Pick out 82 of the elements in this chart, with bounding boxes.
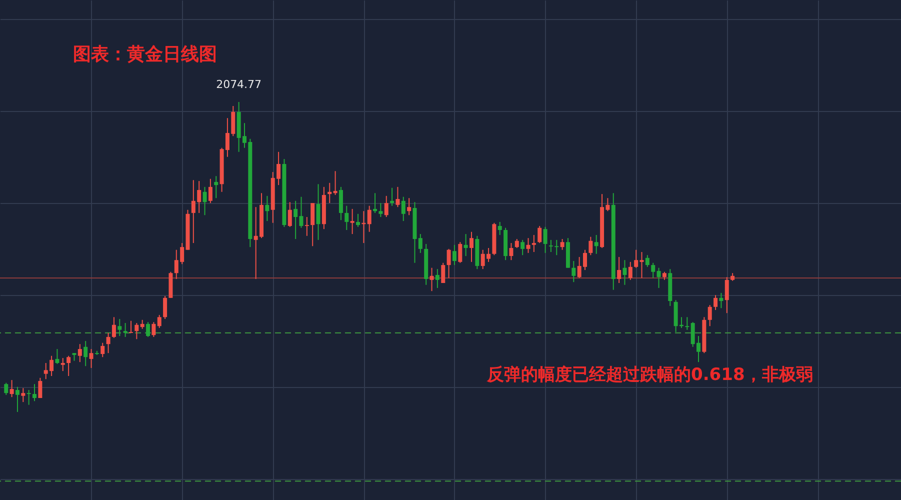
candlestick — [538, 225, 542, 244]
candlestick — [10, 380, 14, 398]
candlestick — [163, 296, 168, 320]
candlestick — [152, 322, 156, 338]
candlestick — [89, 348, 94, 368]
candlestick — [651, 262, 656, 279]
candlestick — [708, 304, 712, 327]
candlestick — [367, 205, 372, 232]
candlestick — [452, 244, 456, 266]
candlestick — [407, 198, 412, 216]
candlestick — [338, 186, 343, 221]
candlestick — [430, 267, 434, 292]
candlestick — [208, 178, 212, 204]
candlestick — [214, 176, 218, 199]
candlestick — [344, 205, 349, 231]
candlestick — [418, 234, 422, 254]
candlestick — [265, 195, 270, 222]
candlestick — [656, 267, 661, 288]
candlestick — [310, 202, 315, 247]
candlestick — [26, 389, 31, 406]
candlestick — [509, 242, 514, 261]
candlestick — [498, 221, 502, 236]
candlestick — [55, 348, 60, 364]
annotation: 反弹的幅度已经超过跌幅的0.618，非极弱 — [486, 365, 813, 385]
candlestick — [719, 292, 724, 309]
candlestick — [640, 252, 644, 279]
candlestick — [441, 262, 446, 284]
candlestick — [560, 238, 564, 250]
candlestick — [100, 342, 105, 358]
candlestick — [520, 239, 525, 256]
candlestick — [464, 234, 468, 257]
chart-title: 图表：黄金日线图 — [73, 44, 217, 65]
candlestick — [622, 260, 627, 286]
candlestick — [617, 256, 622, 284]
candlestick — [118, 318, 122, 337]
candlestick — [446, 248, 451, 279]
candlestick — [532, 234, 536, 253]
candlestick — [304, 216, 309, 236]
candlestick — [134, 322, 139, 340]
candlestick — [628, 261, 632, 280]
candlestick — [38, 377, 42, 399]
candlestick — [350, 208, 354, 235]
candlestick — [390, 187, 394, 206]
candlestick — [588, 236, 593, 256]
candlestick — [15, 386, 20, 412]
candlestick — [645, 254, 650, 268]
candlestick — [202, 186, 207, 216]
candlestick — [128, 320, 133, 334]
candlestick — [21, 388, 26, 403]
candlestick — [316, 184, 320, 240]
candlestick — [384, 195, 388, 218]
candlestick — [526, 238, 530, 254]
candlestick — [66, 355, 71, 377]
candlestick — [373, 192, 378, 214]
candlestick — [458, 242, 462, 264]
annotation: 2074.77 — [216, 78, 262, 91]
candlestick — [543, 226, 548, 254]
candlestick — [84, 340, 88, 367]
candlestick — [112, 316, 116, 338]
candlestick — [288, 202, 292, 228]
candlestick — [572, 260, 576, 283]
candlestick — [396, 186, 400, 208]
candlestick — [123, 322, 128, 338]
candlestick — [594, 234, 598, 254]
candlestick — [401, 196, 406, 222]
candlestick — [146, 322, 150, 338]
candlestick — [470, 231, 474, 262]
candlestick — [378, 202, 383, 218]
candlestick — [685, 316, 690, 330]
candlestick — [157, 314, 162, 328]
candlestick — [78, 344, 82, 363]
candlestick — [714, 294, 718, 310]
candlestick — [328, 182, 332, 204]
candlestick — [32, 384, 37, 402]
candlestick — [356, 213, 360, 228]
candlestick — [435, 268, 440, 288]
candlestick — [634, 249, 638, 268]
candlestick — [724, 276, 729, 314]
candlestick — [4, 382, 8, 396]
candlestick — [333, 170, 338, 196]
candlestick — [106, 332, 110, 354]
candlestick — [60, 358, 65, 372]
